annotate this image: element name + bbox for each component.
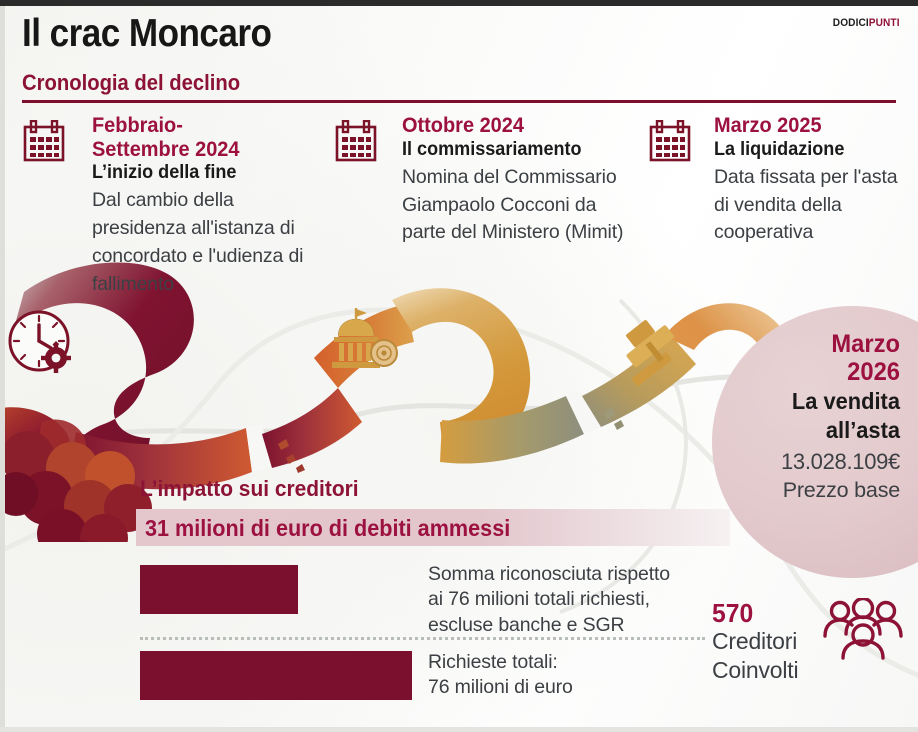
timeline-date-3: Marzo 2025	[714, 114, 822, 137]
timeline-subtitle-2: Il commissariamento	[402, 138, 582, 160]
timeline-date-1a: Febbraio-	[92, 114, 183, 137]
chart-dotted-separator	[140, 637, 705, 640]
auction-subtitle-line1: La vendita	[791, 388, 900, 414]
timeline-body-3: Data fissata per l'asta di vendita della…	[714, 165, 898, 244]
header-divider	[22, 100, 896, 103]
logo-text-punti: PUNTI	[869, 17, 900, 29]
calendar-icon	[649, 120, 691, 162]
bottom-border	[0, 727, 918, 732]
auction-date-line2: 2026	[847, 358, 900, 386]
creditors-count-block: 570 Creditori Coinvolti	[712, 598, 799, 684]
government-building-coin-icon	[332, 308, 398, 368]
calendar-icon	[335, 120, 377, 162]
chart-bar-label-admitted: Somma riconosciuta rispetto ai 76 milion…	[428, 562, 718, 638]
chart-bar-admitted-debts	[140, 565, 298, 614]
grape-cluster-icon	[0, 407, 152, 542]
logo-text-dodici: DODICI	[833, 17, 870, 29]
timeline-item-3: Marzo 2025 La liquidazione Data fissata …	[648, 114, 906, 247]
chart-label-line-3: escluse banche e SGR	[428, 613, 625, 636]
publication-logo: DODICIPUNTI	[833, 17, 900, 29]
creditors-section-title: L’impatto sui creditori	[140, 476, 359, 501]
left-border	[0, 6, 5, 732]
gavel-icon	[626, 320, 675, 386]
timeline-date-2: Ottobre 2024	[402, 114, 524, 137]
creditors-banner-label: 31 milioni di euro di debiti ammessi	[145, 515, 511, 541]
creditors-count-label-line1: Creditori	[712, 628, 798, 655]
auction-base-price: 13.028.109€	[780, 449, 900, 475]
top-border	[0, 0, 918, 6]
page-subtitle: Cronologia del declino	[22, 70, 241, 95]
clock-gear-icon	[8, 310, 71, 373]
chart-label-line-2: 76 milioni di euro	[428, 676, 573, 699]
chart-label-line-2: ai 76 milioni totali richiesti,	[428, 588, 650, 611]
timeline-item-1: Febbraio- Settembre 2024 L’inizio della …	[22, 114, 322, 298]
auction-date-line1: Marzo	[831, 330, 900, 358]
timeline-item-2: Ottobre 2024 Il commissariamento Nomina …	[334, 114, 634, 247]
creditors-banner-background	[136, 509, 730, 546]
creditors-count-label-line2: Coinvolti	[712, 656, 799, 683]
auction-subtitle-line2: all’asta	[825, 417, 900, 444]
auction-highlight-text: Marzo 2026 La vendita all’asta 13.028.10…	[696, 330, 900, 505]
creditors-count-number: 570	[712, 598, 754, 628]
calendar-icon	[23, 120, 65, 162]
chart-bar-label-total: Richieste totali: 76 milioni di euro	[428, 650, 718, 701]
chart-label-line-1: Somma riconosciuta rispetto	[428, 563, 670, 585]
timeline-body-1: Dal cambio della presidenza all'istanza …	[92, 189, 304, 295]
chart-bar-total-claims	[140, 651, 412, 700]
people-group-icon	[823, 598, 903, 660]
timeline-subtitle-3: La liquidazione	[714, 138, 845, 160]
chart-label-line-1: Richieste totali:	[428, 651, 558, 673]
timeline-date-1b: Settembre 2024	[92, 137, 240, 161]
timeline-body-2: Nomina del Commissario Giampaolo Cocconi…	[402, 165, 624, 244]
page-title: Il crac Moncaro	[22, 12, 272, 55]
auction-price-note: Prezzo base	[782, 477, 901, 502]
timeline-subtitle-1: L’inizio della fine	[92, 162, 237, 184]
